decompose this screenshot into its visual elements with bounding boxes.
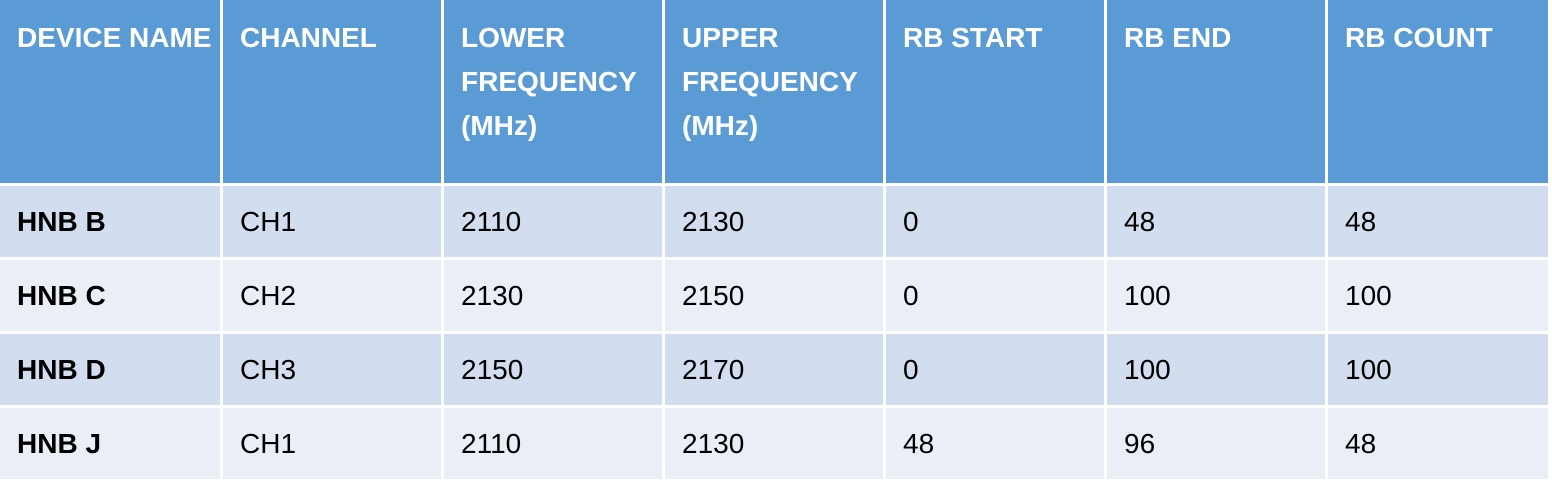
table-cell: 48 (1328, 408, 1548, 479)
table-cell: 48 (1107, 186, 1325, 257)
table-cell: CH2 (223, 260, 441, 331)
table-cell: 2150 (444, 334, 662, 405)
header-cell: DEVICE NAME (0, 0, 220, 183)
table-cell: 0 (886, 186, 1104, 257)
table-cell: 48 (1328, 186, 1548, 257)
table-cell: CH3 (223, 334, 441, 405)
header-cell: RB END (1107, 0, 1325, 183)
table-cell: 100 (1328, 260, 1548, 331)
table-cell: 2150 (665, 260, 883, 331)
table-cell: 100 (1107, 260, 1325, 331)
table-cell: 2170 (665, 334, 883, 405)
device-name-cell: HNB J (0, 408, 220, 479)
table-cell: 96 (1107, 408, 1325, 479)
table-cell: 48 (886, 408, 1104, 479)
header-cell: UPPER FREQUENCY (MHz) (665, 0, 883, 183)
table-cell: 2110 (444, 186, 662, 257)
device-name-cell: HNB B (0, 186, 220, 257)
header-cell: LOWER FREQUENCY (MHz) (444, 0, 662, 183)
table-cell: 2130 (665, 186, 883, 257)
table-cell: 100 (1107, 334, 1325, 405)
device-name-cell: HNB C (0, 260, 220, 331)
header-cell: RB START (886, 0, 1104, 183)
table-cell: CH1 (223, 408, 441, 479)
table-cell: 2130 (665, 408, 883, 479)
device-name-cell: HNB D (0, 334, 220, 405)
table-cell: 2130 (444, 260, 662, 331)
table-cell: 0 (886, 260, 1104, 331)
table-cell: 2110 (444, 408, 662, 479)
header-cell: CHANNEL (223, 0, 441, 183)
header-cell: RB COUNT (1328, 0, 1548, 183)
table-cell: 100 (1328, 334, 1548, 405)
table-cell: CH1 (223, 186, 441, 257)
table-cell: 0 (886, 334, 1104, 405)
